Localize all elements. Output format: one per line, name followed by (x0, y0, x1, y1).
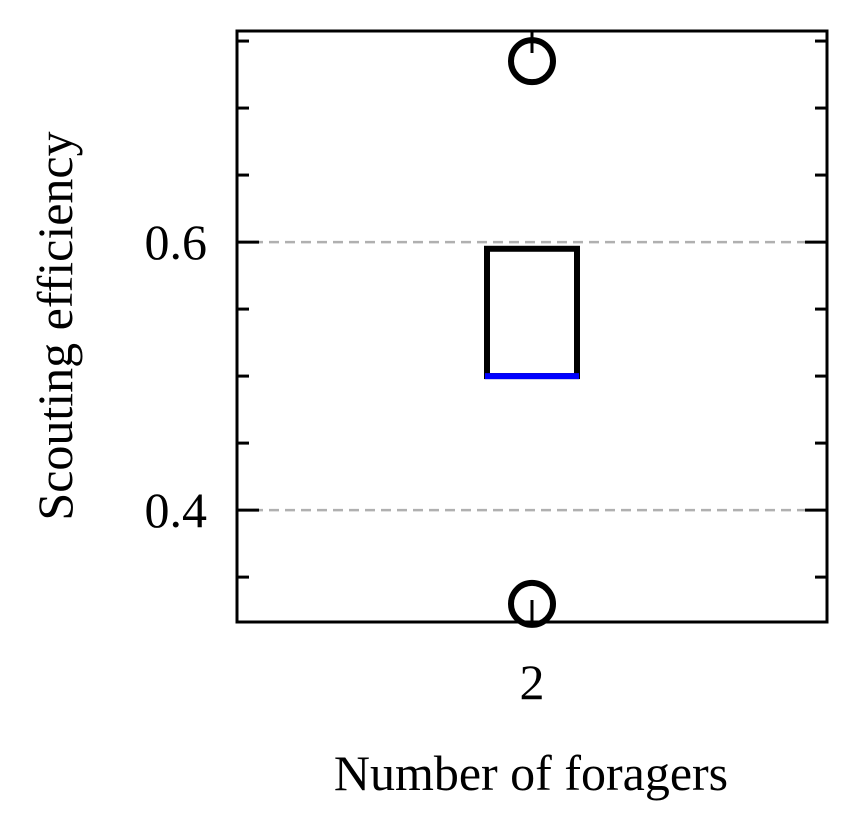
y-axis-label: Scouting efficiency (27, 131, 83, 520)
x-axis-label: Number of foragers (334, 745, 728, 801)
box-plot-boxes (484, 37, 580, 628)
y-tick-label: 0.6 (145, 214, 208, 270)
x-tick-label: 2 (520, 654, 545, 710)
box-body (484, 245, 580, 380)
grid-lines (237, 240, 827, 512)
plot-frame (235, 29, 829, 624)
axis-ticks: 0.4 0.6 2 (145, 31, 827, 710)
plot-frame-border (235, 29, 829, 624)
outlier-point (508, 579, 556, 628)
y-tick-label: 0.4 (145, 482, 208, 538)
